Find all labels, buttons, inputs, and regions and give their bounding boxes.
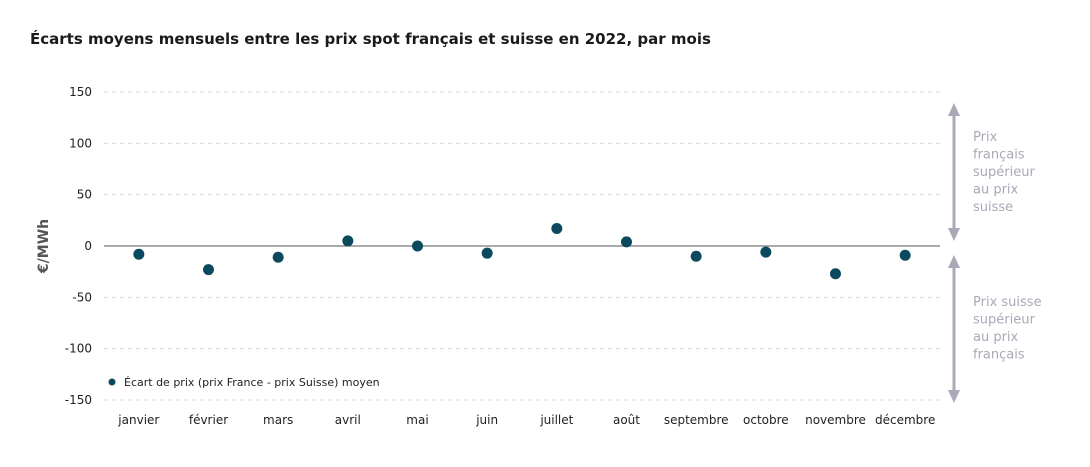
annotation-line: au prix xyxy=(973,183,1019,198)
data-point xyxy=(203,264,214,276)
data-point xyxy=(551,223,563,235)
annotation-arrow-up-head-top xyxy=(948,103,960,116)
data-point xyxy=(621,236,632,248)
annotation-line: supérieur xyxy=(973,313,1035,328)
annotation-arrow-down-head-bottom xyxy=(948,390,960,403)
x-tick-label: mars xyxy=(263,413,293,427)
data-point xyxy=(412,240,423,252)
annotation-line: au prix xyxy=(973,330,1019,345)
y-tick-label: 50 xyxy=(77,188,92,202)
annotation-text: Prix suisse supérieur au prix français xyxy=(973,295,1042,363)
y-tick-label: 150 xyxy=(69,85,92,99)
y-tick-label: 100 xyxy=(69,136,92,150)
data-point xyxy=(481,247,493,259)
annotation-line: Prix xyxy=(973,130,998,145)
y-axis-label: €/MWh xyxy=(36,219,52,274)
x-tick-label: juin xyxy=(475,413,498,427)
data-point xyxy=(690,250,702,262)
annotation-arrow-up-head-bottom xyxy=(948,228,960,241)
x-tick-label: août xyxy=(613,413,640,427)
data-point xyxy=(133,248,145,260)
data-point xyxy=(830,268,841,280)
x-tick-label: novembre xyxy=(805,413,866,427)
annotation-line: supérieur xyxy=(973,165,1035,180)
data-point xyxy=(760,246,772,258)
x-tick-label: juillet xyxy=(539,413,573,427)
x-tick-label: septembre xyxy=(664,413,729,427)
y-tick-label: -100 xyxy=(65,342,92,356)
legend-marker xyxy=(108,378,116,386)
x-tick-label: décembre xyxy=(875,413,935,427)
annotation-line: français xyxy=(973,348,1025,363)
annotation-arrow-down-head-top xyxy=(948,255,960,268)
x-tick-label: avril xyxy=(335,413,361,427)
annotation-text: Prix français supérieur au prix suisse xyxy=(973,130,1035,215)
x-tick-label: février xyxy=(189,413,228,427)
x-tick-label: octobre xyxy=(743,413,789,427)
data-point xyxy=(272,251,284,263)
x-tick-label: janvier xyxy=(117,413,159,427)
legend-label: Écart de prix (prix France - prix Suisse… xyxy=(124,376,380,389)
annotation-line: français xyxy=(973,148,1025,163)
chart-title: Écarts moyens mensuels entre les prix sp… xyxy=(30,30,711,48)
x-tick-label: mai xyxy=(406,413,428,427)
y-tick-label: -50 xyxy=(72,290,92,304)
y-tick-label: 0 xyxy=(84,239,92,253)
data-point xyxy=(899,249,911,261)
annotation-line: suisse xyxy=(973,200,1013,215)
annotation-line: Prix suisse xyxy=(973,295,1042,310)
y-tick-label: -150 xyxy=(65,393,92,407)
data-point xyxy=(342,235,354,247)
